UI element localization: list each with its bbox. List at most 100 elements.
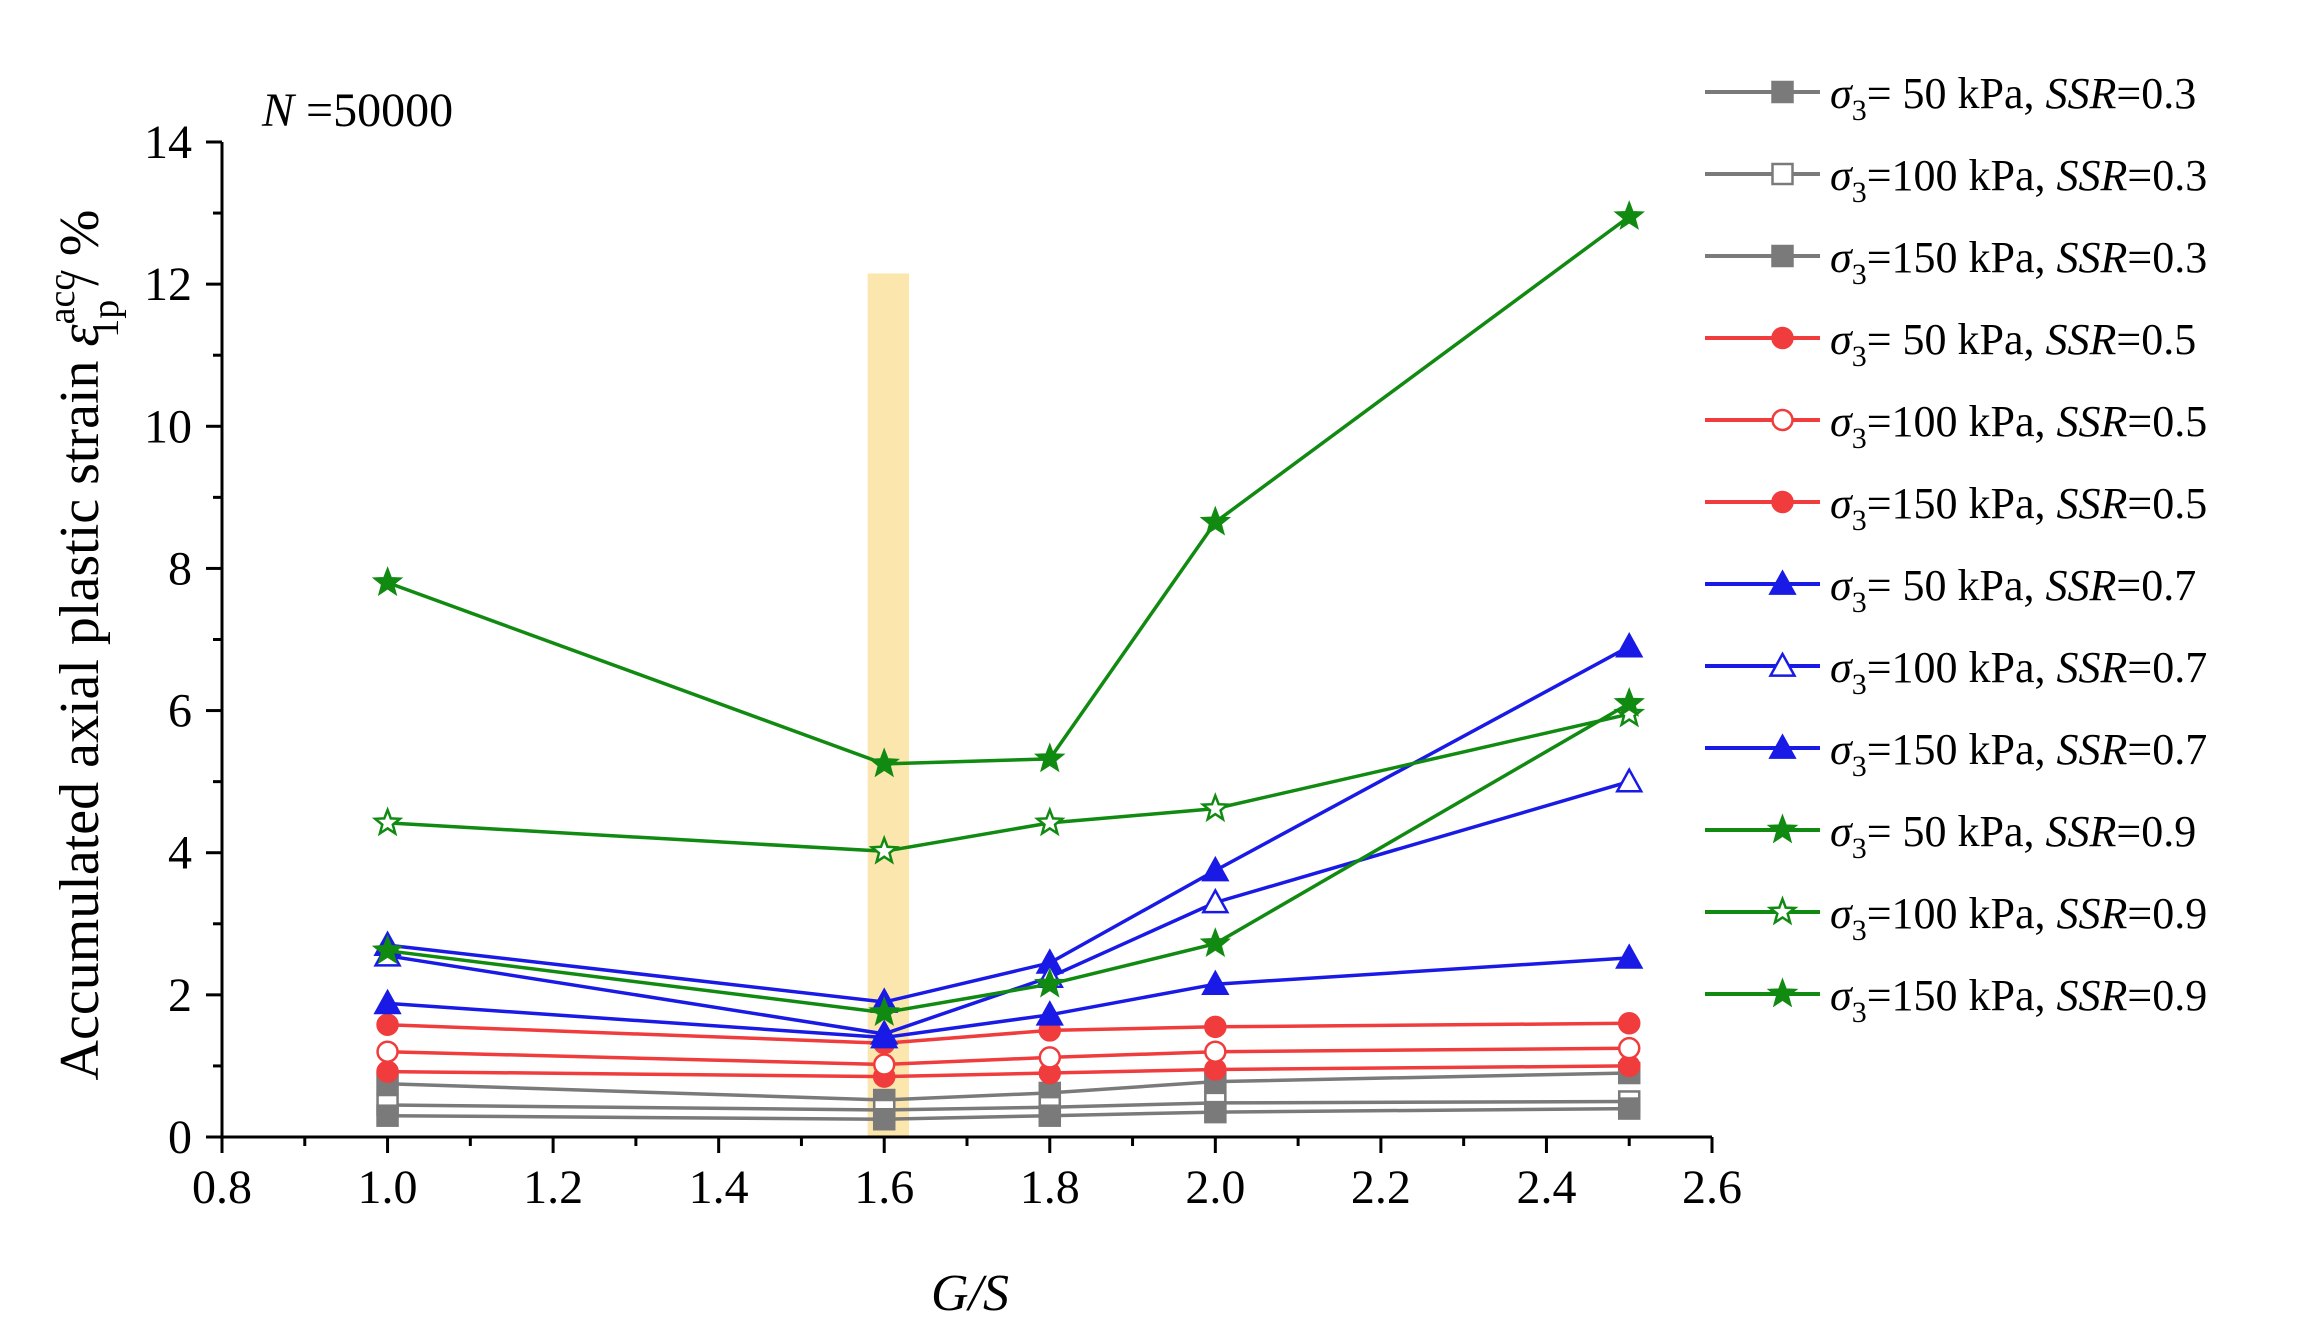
data-point — [1034, 806, 1066, 837]
data-point — [1771, 162, 1794, 186]
series-line — [387, 1021, 1630, 1045]
data-point — [1766, 813, 1799, 844]
legend-item: σ3=100 kPa, SSR=0.3 — [1705, 151, 2207, 209]
data-point — [1613, 200, 1645, 230]
data-point — [1035, 1000, 1064, 1026]
data-point — [1766, 895, 1799, 926]
series — [376, 1054, 1641, 1088]
highlight-band-layer — [867, 273, 910, 1137]
series-line — [387, 1046, 1630, 1067]
legend-label: σ3=150 kPa, SSR=0.5 — [1830, 479, 2207, 537]
data-point — [371, 806, 404, 837]
data-point — [1201, 855, 1230, 882]
series-line — [387, 1071, 1630, 1102]
axes: 0.8 1.0 1.2 1.4 1.6 1.8 2.0 2.2 2.4 2.6 0 2 4 6 8 10 12… — [144, 116, 1742, 1214]
series — [373, 632, 1644, 1013]
annotation-suffix: =50000 — [294, 84, 453, 137]
legend-label: σ3=150 kPa, SSR=0.7 — [1830, 725, 2207, 783]
x-tick-label: 1.8 — [1020, 1161, 1080, 1214]
x-tick-label: 1.0 — [358, 1161, 418, 1214]
legend-label: σ3=100 kPa, SSR=0.5 — [1830, 397, 2207, 455]
data-point — [1768, 569, 1797, 595]
series — [373, 767, 1644, 1045]
legend-item: σ3= 50 kPa, SSR=0.7 — [1705, 561, 2196, 619]
data-point — [1615, 767, 1644, 793]
data-point — [1615, 632, 1644, 658]
series-line — [387, 1064, 1630, 1079]
series — [376, 1036, 1641, 1076]
data-point — [371, 934, 404, 965]
data-point — [376, 1040, 399, 1063]
y-tick-label: 8 — [168, 542, 192, 595]
y-tick-label: 2 — [168, 969, 192, 1022]
y-axis-label: Accumulated axial plastic strain εacc1p … — [41, 210, 127, 1081]
data-point — [1617, 1012, 1641, 1035]
data-point — [1771, 244, 1794, 268]
y-tick-label: 4 — [168, 827, 192, 880]
legend-item: σ3=150 kPa, SSR=0.3 — [1705, 233, 2207, 291]
series — [371, 200, 1645, 778]
legend-label: σ3= 50 kPa, SSR=0.5 — [1830, 315, 2196, 373]
x-tick-label: 1.4 — [689, 1161, 749, 1214]
x-tick-label: 2.2 — [1351, 1161, 1411, 1214]
series — [371, 686, 1645, 1026]
x-tick-label: 2.0 — [1185, 1161, 1245, 1214]
data-point — [1617, 1097, 1641, 1120]
data-point — [1038, 1046, 1062, 1069]
data-point — [1768, 733, 1797, 759]
data-point — [1771, 326, 1794, 350]
legend-label: σ3= 50 kPa, SSR=0.3 — [1830, 69, 2196, 127]
x-ticks: 0.8 1.0 1.2 1.4 1.6 1.8 2.0 2.2 2.4 2.6 — [192, 1137, 1742, 1214]
data-point — [1201, 887, 1230, 914]
legend: σ3= 50 kPa, SSR=0.3 σ3=100 kPa, SSR=0.3 σ3… — [1705, 69, 2207, 1029]
data-point — [1204, 1100, 1227, 1124]
y-tick-label: 6 — [168, 685, 192, 738]
y-axis-label-sup: acc — [41, 274, 83, 325]
legend-label: σ3=100 kPa, SSR=0.3 — [1830, 151, 2207, 209]
legend-item: σ3=100 kPa, SSR=0.9 — [1705, 889, 2207, 947]
y-axis-label-sub: 1p — [85, 300, 127, 338]
legend-label: σ3=100 kPa, SSR=0.9 — [1830, 889, 2207, 947]
series — [373, 943, 1644, 1049]
data-point — [1617, 1036, 1641, 1060]
series — [376, 1097, 1641, 1131]
y-axis-label-symbol: ε — [49, 323, 111, 346]
data-point — [1771, 490, 1794, 514]
legend-item: σ3=150 kPa, SSR=0.7 — [1705, 725, 2207, 783]
y-axis-label-unit: / % — [49, 210, 111, 300]
data-point — [1771, 408, 1794, 432]
data-point — [870, 1022, 899, 1049]
y-axis-label-main: Accumulated axial plastic strain — [49, 346, 111, 1080]
data-point — [868, 834, 900, 865]
data-point — [1204, 1015, 1227, 1039]
series — [371, 697, 1645, 865]
legend-label: σ3=150 kPa, SSR=0.9 — [1830, 971, 2207, 1029]
y-tick-label: 14 — [144, 116, 192, 169]
data-point — [868, 747, 900, 778]
legend-item: σ3=100 kPa, SSR=0.5 — [1705, 397, 2207, 455]
x-tick-label: 1.6 — [854, 1161, 914, 1214]
y-tick-label: 12 — [144, 258, 192, 311]
data-point — [376, 1060, 399, 1083]
series-line — [386, 215, 1631, 766]
annotation-text: N =50000 — [261, 84, 453, 137]
data-point — [376, 1013, 399, 1036]
data-point — [373, 988, 402, 1015]
y-ticks: 0 2 4 6 8 10 12 14 — [144, 116, 222, 1164]
series-line — [387, 779, 1630, 1036]
legend-item: σ3= 50 kPa, SSR=0.9 — [1705, 807, 2196, 865]
data-point — [1038, 1104, 1062, 1127]
legend-item: σ3= 50 kPa, SSR=0.5 — [1705, 315, 2196, 373]
legend-item: σ3= 50 kPa, SSR=0.3 — [1705, 69, 2196, 127]
y-tick-label: 10 — [144, 400, 192, 453]
data-point — [1204, 1040, 1227, 1063]
series-layer — [371, 200, 1645, 1131]
data-point — [872, 1107, 896, 1131]
legend-label: σ3= 50 kPa, SSR=0.7 — [1830, 561, 2196, 619]
data-point — [376, 1104, 399, 1127]
legend-label: σ3= 50 kPa, SSR=0.9 — [1830, 807, 2196, 865]
x-tick-label: 2.4 — [1516, 1161, 1576, 1214]
data-point — [1613, 686, 1645, 717]
x-tick-label: 0.8 — [192, 1161, 252, 1214]
